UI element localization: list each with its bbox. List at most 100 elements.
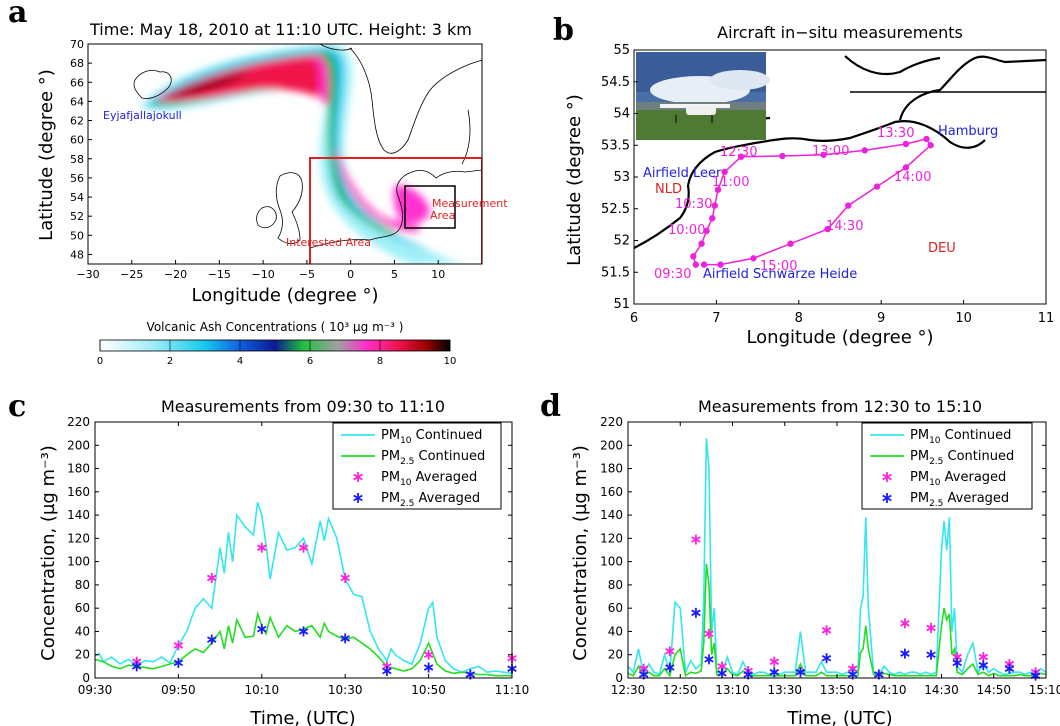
panel-c: c Measurements from 09:30 to 11:10 Time,… <box>8 389 529 726</box>
legend-rest: Continued <box>943 449 1014 464</box>
marker-stroke <box>340 574 350 582</box>
legend-label: PM2.5 Continued <box>381 449 485 467</box>
marker-stroke <box>952 653 962 661</box>
a-ytick-label: 62 <box>70 115 84 128</box>
panel-c-ylabel: Concentration, (µg m⁻³) <box>38 445 59 661</box>
ytick-label: 60 <box>75 601 90 615</box>
legend-sub: 10 <box>929 436 941 446</box>
xtick-label: 09:50 <box>161 683 196 697</box>
track-point <box>711 202 718 209</box>
b-ytick-label: 51 <box>613 297 630 312</box>
aircraft-photo <box>636 52 770 140</box>
airfield-schwarze-heide-label: Airfield Schwarze Heide <box>703 267 857 282</box>
marker-stroke <box>298 544 309 551</box>
b-xtick-label: 8 <box>795 311 803 326</box>
a-ytick-label: 48 <box>70 248 84 261</box>
marker-stroke <box>207 636 217 643</box>
pm10-averaged-marker <box>173 640 184 651</box>
pm10-averaged-marker <box>769 656 780 667</box>
plot-area <box>95 502 512 677</box>
colorbar-tick-label: 2 <box>167 356 173 367</box>
airfield-leer-label: Airfield Leer <box>643 166 722 181</box>
interested-area-box <box>309 157 482 264</box>
measurement-area-label-2: Area <box>430 209 455 222</box>
pm25-averaged-marker <box>340 633 350 644</box>
panel-a-ylabel: Latitude (degree °) <box>36 69 57 241</box>
pm25-averaged-marker <box>257 624 267 635</box>
time-label-0930: 09:30 <box>654 267 691 282</box>
track-point <box>861 147 868 154</box>
marker-stroke <box>717 663 727 670</box>
panel-b-title: Aircraft in−situ measurements <box>717 23 963 42</box>
xtick-label: 10:30 <box>328 683 363 697</box>
pm10-averaged-marker <box>926 622 936 633</box>
legend-label: PM10 Averaged <box>381 470 477 488</box>
xtick-label: 13:10 <box>715 683 750 697</box>
legend-label: PM10 Continued <box>381 428 482 446</box>
a-ytick-label: 54 <box>70 191 84 204</box>
marker-stroke <box>691 536 701 543</box>
hamburg-label: Hamburg <box>938 124 998 139</box>
a-xtick-label: −20 <box>164 268 187 281</box>
legend-base: PM <box>381 428 400 443</box>
track-point <box>787 240 794 247</box>
marker-stroke <box>717 670 727 677</box>
panel-d-title: Measurements from 12:30 to 15:10 <box>698 397 982 416</box>
a-xtick-label: −25 <box>120 268 143 281</box>
pm25-averaged-marker <box>1030 670 1041 681</box>
track-point <box>690 253 697 260</box>
ash-map <box>88 44 482 264</box>
ytick-label: 180 <box>67 462 90 476</box>
marker-stroke <box>353 473 363 481</box>
legend-sub: 10 <box>400 436 412 446</box>
pm25-averaged-marker <box>821 653 832 664</box>
xtick-label: 09:30 <box>78 683 113 697</box>
legend-box <box>332 422 502 510</box>
track-point <box>698 240 705 247</box>
pm10-averaged-marker <box>298 542 309 553</box>
legend-label: PM10 Averaged <box>910 470 1006 488</box>
xtick-label: 13:30 <box>767 683 802 697</box>
legend-pm10-marker <box>882 472 892 482</box>
track-point <box>873 183 881 190</box>
panel-b-yticks: 51 51.5 52 52.5 53 53.5 54 54.5 55 <box>601 43 638 312</box>
a-ytick-label: 68 <box>70 57 84 70</box>
time-label-1400: 14:00 <box>894 170 931 185</box>
legend-sub: 2.5 <box>400 457 414 467</box>
marker-stroke <box>1004 665 1015 672</box>
legend-sub: 2.5 <box>929 499 943 509</box>
pm25-averaged-marker <box>665 662 675 673</box>
legend-pm25-marker <box>353 493 363 503</box>
pm10-averaged-marker <box>691 534 701 545</box>
panel-a-title: Time: May 18, 2010 at 11:10 UTC. Height:… <box>89 20 472 39</box>
ytick-label: 220 <box>67 415 90 429</box>
ytick-label: 80 <box>608 578 623 592</box>
marker-stroke <box>665 664 675 671</box>
b-xtick-label: 7 <box>712 311 720 326</box>
track-point <box>927 142 934 149</box>
ytick-label: 20 <box>75 648 90 662</box>
track-point <box>820 151 827 158</box>
ytick-label: 100 <box>67 555 90 569</box>
pm10-averaged-marker <box>821 625 832 636</box>
legend-label: PM10 Continued <box>910 428 1011 446</box>
xtick-label: 12:50 <box>663 683 698 697</box>
pm10-averaged-marker <box>423 649 434 660</box>
time-label-1030: 10:30 <box>675 197 712 212</box>
ytick-label: 60 <box>608 601 623 615</box>
pm25-continued-line <box>95 610 512 677</box>
marker-stroke <box>131 663 142 670</box>
ytick-label: 220 <box>600 415 623 429</box>
track-point <box>714 186 722 193</box>
measurement-area-box <box>404 185 456 229</box>
b-ytick-label: 54.5 <box>601 75 630 90</box>
a-ytick-label: 66 <box>70 76 84 89</box>
marker-stroke <box>353 494 363 502</box>
a-ytick-label: 58 <box>70 153 84 166</box>
marker-stroke <box>638 665 649 672</box>
panel-a-yticks: 48 50 52 54 56 58 60 62 64 66 68 70 <box>70 38 92 261</box>
ytick-label: 200 <box>67 438 90 452</box>
legend-rest: Averaged <box>414 491 480 506</box>
legend-rest: Continued <box>414 449 485 464</box>
